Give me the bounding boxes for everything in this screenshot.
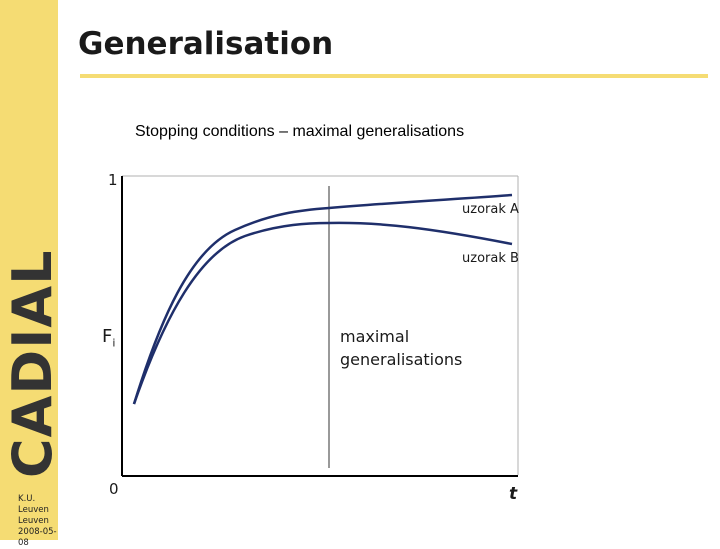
series-line-uzorak-a [132,193,513,405]
org-line-1: K.U. Leuven [18,494,49,515]
title-divider [80,74,708,78]
max-generalisation-annotation: maximal generalisations [340,325,480,371]
y-axis-label: Fi [102,326,115,350]
annotation-line-1: maximal [340,327,410,346]
slide-title: Generalisation [78,26,334,62]
y-tick-top: 1 [108,171,118,189]
y-axis-label-main: F [102,326,113,347]
y-tick-bottom: 0 [109,480,119,498]
slide-subtitle: Stopping conditions – maximal generalisa… [135,123,465,140]
series-label-uzorak-a: uzorak A [462,202,519,217]
sidebar: CADIAL K.U. Leuven Leuven 2008-05-08 [0,0,64,548]
org-line-2: Leuven [18,516,49,526]
series-label-uzorak-b: uzorak B [462,251,519,266]
y-axis-label-subscript: i [112,336,116,350]
series-line-uzorak-b [132,221,513,405]
annotation-line-2: generalisations [340,350,463,369]
x-axis-label: t [509,484,518,504]
